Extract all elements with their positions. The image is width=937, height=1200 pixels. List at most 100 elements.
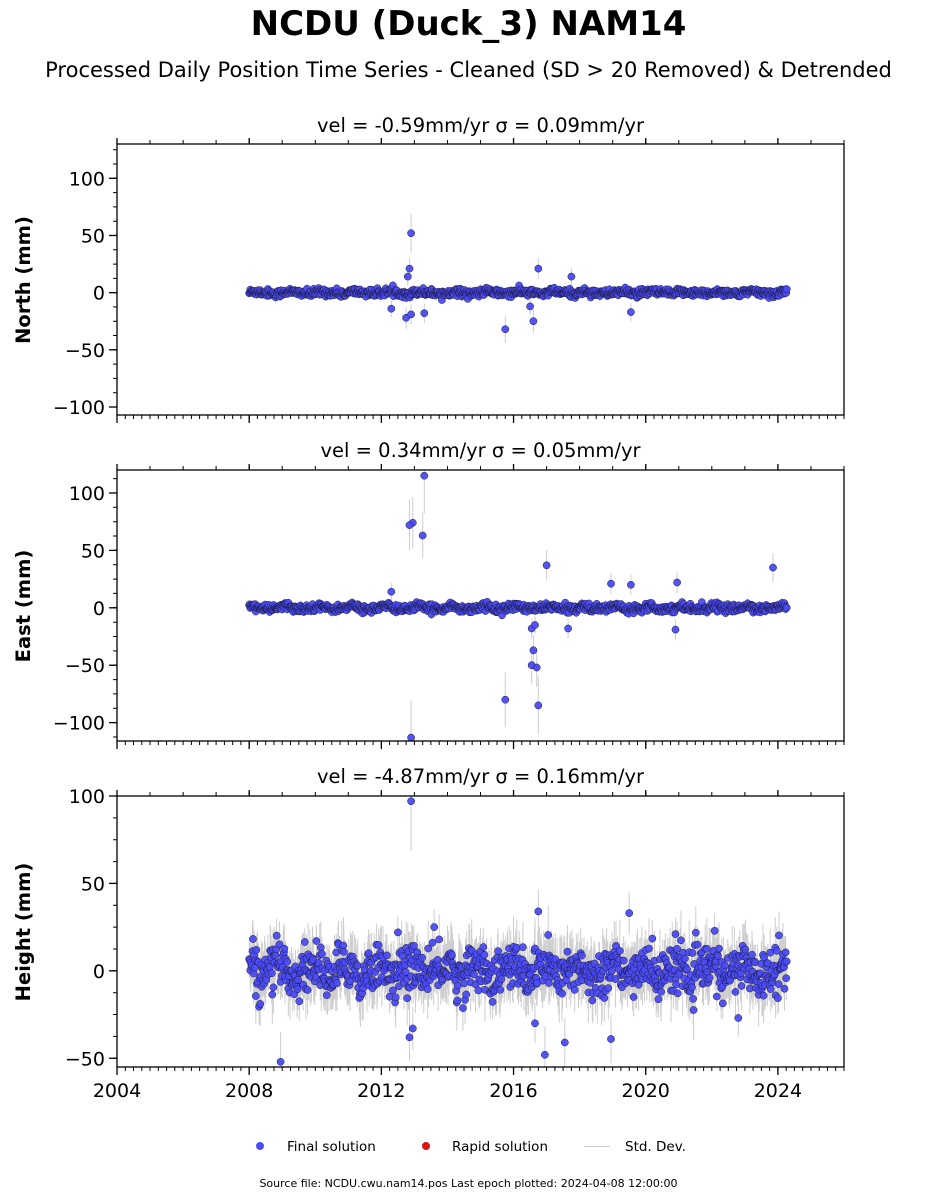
plot-area (245, 470, 791, 741)
data-point (433, 956, 442, 964)
data-point (607, 967, 616, 976)
data-point (408, 1024, 417, 1033)
data-point (718, 999, 727, 1008)
data-point (435, 935, 444, 944)
data-point (691, 928, 700, 937)
y-tick-label: −50 (65, 340, 105, 362)
data-point (420, 471, 429, 480)
data-point (293, 985, 302, 994)
data-point (627, 580, 635, 589)
data-point (387, 587, 396, 596)
data-point (775, 931, 783, 940)
data-point (693, 940, 702, 949)
data-point (782, 285, 791, 294)
panel-title: vel = -4.87mm/yr σ = 0.16mm/yr (317, 765, 645, 788)
data-point (407, 310, 415, 319)
data-point (405, 264, 414, 273)
x-tick-label: 2012 (357, 1080, 405, 1102)
data-point (748, 950, 756, 959)
data-point (496, 985, 505, 994)
data-point (448, 951, 456, 959)
data-point (627, 308, 635, 316)
y-tick-label: 100 (69, 168, 105, 190)
data-point (648, 934, 657, 943)
data-point (604, 984, 613, 992)
y-axis-label: Height (mm) (12, 863, 35, 1002)
data-point (532, 663, 541, 672)
plot-area (245, 213, 791, 343)
data-point (741, 945, 750, 954)
data-point (782, 957, 791, 966)
x-tick-label: 2016 (489, 1080, 537, 1102)
data-point (688, 983, 696, 992)
data-point (600, 994, 609, 1002)
data-point (497, 975, 506, 983)
x-tick-label: 2004 (93, 1080, 141, 1102)
data-point (312, 937, 321, 945)
data-point (318, 950, 326, 958)
data-point (588, 996, 597, 1005)
data-point (534, 264, 543, 273)
final-solution-marker-icon (256, 1142, 264, 1150)
data-point (731, 988, 740, 996)
data-point (256, 1000, 265, 1008)
data-point (542, 561, 551, 570)
data-point (480, 950, 489, 959)
data-point (418, 953, 426, 962)
data-point (526, 302, 534, 311)
legend: Final solution Rapid solution Std. Dev. (0, 1138, 937, 1158)
data-point (470, 970, 478, 979)
data-point (625, 909, 634, 917)
data-point (387, 304, 396, 313)
data-point (683, 965, 691, 974)
panel-title: vel = -0.59mm/yr σ = 0.09mm/yr (317, 114, 645, 137)
data-point (424, 944, 433, 953)
data-point (275, 940, 284, 949)
y-minor-ticks (113, 478, 117, 738)
std-dev-line-icon (584, 1146, 610, 1147)
data-point (563, 947, 572, 956)
data-point (418, 531, 427, 540)
data-point (677, 936, 685, 945)
data-point (340, 948, 348, 956)
figure-title: NCDU (Duck_3) NAM14 (250, 4, 687, 44)
data-point (634, 980, 643, 989)
legend-rapid-label: Rapid solution (452, 1139, 548, 1155)
data-point (607, 579, 615, 588)
data-point (560, 1038, 569, 1047)
data-point (364, 949, 373, 957)
data-point (374, 941, 383, 949)
data-point (519, 943, 527, 952)
data-point (403, 272, 412, 281)
data-point (460, 979, 468, 988)
final-solution-points (245, 471, 791, 741)
y-tick-label: −50 (65, 655, 105, 677)
axes-frame (116, 143, 845, 416)
y-tick-label: 100 (69, 483, 105, 505)
data-point (501, 695, 510, 704)
data-point (474, 986, 483, 995)
y-tick-label: 100 (69, 786, 105, 808)
data-point (577, 951, 586, 960)
data-point (267, 969, 276, 978)
data-point (280, 944, 289, 953)
data-point (462, 990, 471, 999)
final-solution-points (245, 229, 791, 334)
data-point (629, 993, 638, 1001)
data-point (420, 309, 429, 318)
final-solution-points (245, 797, 791, 1066)
data-point (705, 973, 714, 982)
data-point (689, 1006, 698, 1014)
data-point (430, 923, 439, 931)
source-note: Source file: NCDU.cwu.nam14.pos Last epo… (259, 1177, 678, 1190)
std-dev-bars (248, 213, 788, 343)
data-point (300, 938, 309, 946)
data-point (252, 946, 261, 954)
data-point (671, 930, 680, 938)
y-axis-label: East (mm) (12, 550, 35, 663)
data-point (541, 1050, 549, 1059)
data-point (407, 797, 415, 806)
data-point (782, 974, 791, 983)
data-point (772, 946, 781, 955)
x-tick-label: 2008 (225, 1080, 273, 1102)
